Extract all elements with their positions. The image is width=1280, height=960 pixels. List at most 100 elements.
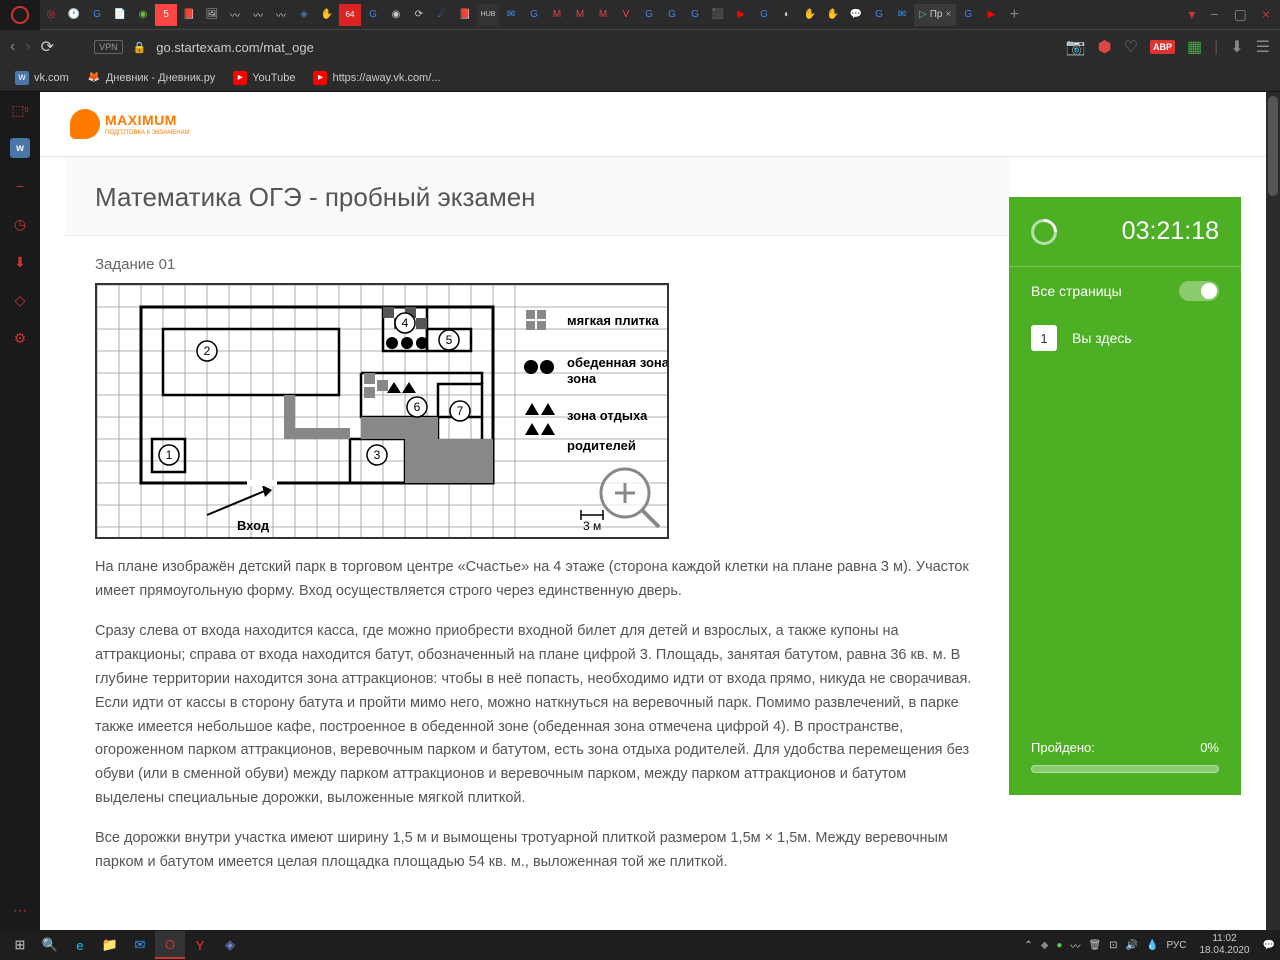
explorer-icon[interactable]: 📁 xyxy=(95,931,125,959)
tab-icon[interactable]: ☄ xyxy=(431,4,453,26)
tab-icon[interactable]: HUB xyxy=(477,4,499,26)
tray-up-icon[interactable]: ⌃ xyxy=(1024,940,1032,951)
bookmarks-bar: wvk.com 🦊Дневник - Дневник.ру ▸YouTube ▸… xyxy=(0,64,1280,92)
tab-icon[interactable]: V xyxy=(615,4,637,26)
tab-icon[interactable]: 64 xyxy=(339,4,361,26)
tab-icon[interactable]: ◉ xyxy=(385,4,407,26)
tab-icon[interactable]: 5 xyxy=(155,4,177,26)
tab-icon[interactable]: ✉ xyxy=(500,4,522,26)
menu-icon[interactable]: ☰ xyxy=(1256,37,1270,57)
heart-icon[interactable]: ♡ xyxy=(1124,37,1138,57)
tab-label: Пр xyxy=(930,9,943,20)
scrollbar[interactable] xyxy=(1266,92,1280,930)
camera-icon[interactable]: 📷 xyxy=(1066,37,1086,57)
download-sidebar-icon[interactable]: ⬇ xyxy=(10,252,30,272)
yandex-icon[interactable]: Y xyxy=(185,931,215,959)
current-page-number[interactable]: 1 xyxy=(1031,325,1057,351)
download-icon[interactable]: ⬇ xyxy=(1230,37,1243,57)
opera-menu[interactable] xyxy=(0,0,40,30)
logo[interactable]: MAXIMUM ПОДГОТОВКА К ЭКЗАМЕНАМ xyxy=(70,109,190,139)
active-tab[interactable]: ▷ Пр × xyxy=(914,4,956,26)
notifications-icon[interactable]: 💬 xyxy=(1263,940,1275,951)
tab-icon[interactable]: ▶ xyxy=(980,4,1002,26)
close-window-icon[interactable]: × xyxy=(1262,6,1270,23)
opera-taskbar-icon[interactable]: O xyxy=(155,931,185,959)
lang-indicator[interactable]: РУС xyxy=(1166,940,1186,951)
cube-icon[interactable]: ◇ xyxy=(10,290,30,310)
pages-toggle[interactable] xyxy=(1179,281,1219,301)
minbar-icon[interactable]: ▾ xyxy=(1188,6,1195,23)
svg-text:6: 6 xyxy=(414,400,421,414)
tab-icon[interactable]: ◎ xyxy=(40,4,62,26)
tab-icon[interactable]: ✉ xyxy=(891,4,913,26)
tab-icon[interactable]: 📕 xyxy=(178,4,200,26)
tab-icon[interactable]: G xyxy=(957,4,979,26)
bookmark-youtube[interactable]: ▸YouTube xyxy=(233,71,295,85)
tab-icon[interactable]: G xyxy=(362,4,384,26)
gear-icon[interactable]: ⚙ xyxy=(10,328,30,348)
floorplan-diagram[interactable]: Вход 3 м мягкая плитка обеденная зона зо… xyxy=(95,283,669,539)
tab-close-icon[interactable]: × xyxy=(945,9,951,20)
tab-icon[interactable]: M xyxy=(546,4,568,26)
maximize-icon[interactable]: ▢ xyxy=(1234,6,1247,23)
tab-icon[interactable]: 🖼 xyxy=(201,4,223,26)
more-icon[interactable]: ⋯ xyxy=(10,900,30,920)
url-text[interactable]: go.startexam.com/mat_oge xyxy=(156,40,1055,55)
tab-icon[interactable]: ⟳ xyxy=(408,4,430,26)
tab-icon[interactable]: G xyxy=(523,4,545,26)
edge-icon[interactable]: e xyxy=(65,931,95,959)
new-tab-button[interactable]: + xyxy=(1003,4,1025,26)
tab-icon[interactable]: ✋ xyxy=(799,4,821,26)
tab-icon[interactable]: ✋ xyxy=(316,4,338,26)
tray-icon[interactable]: 〰 xyxy=(1070,938,1080,953)
tab-icon[interactable]: G xyxy=(638,4,660,26)
tab-icon[interactable]: 💬 xyxy=(845,4,867,26)
tab-icon[interactable]: 📄 xyxy=(109,4,131,26)
tab-icon[interactable]: 〰 xyxy=(270,4,292,26)
tab-icon[interactable]: G xyxy=(868,4,890,26)
tray-icon[interactable]: ● xyxy=(1056,940,1062,951)
tab-icon[interactable]: 🕐 xyxy=(63,4,85,26)
tab-icon[interactable]: ◈ xyxy=(293,4,315,26)
minus-icon[interactable]: − xyxy=(10,176,30,196)
tab-icon[interactable]: M xyxy=(592,4,614,26)
tab-icon[interactable]: G xyxy=(86,4,108,26)
ext-icon[interactable]: ▦ xyxy=(1187,37,1202,57)
minimize-icon[interactable]: − xyxy=(1210,6,1218,23)
search-taskbar-icon[interactable]: 🔍 xyxy=(35,931,65,959)
reload-icon[interactable]: ⟳ xyxy=(41,37,54,57)
mail-icon[interactable]: ✉ xyxy=(125,931,155,959)
twitch-icon[interactable]: ⬚0 xyxy=(10,100,30,120)
tray-volume-icon[interactable]: 🔊 xyxy=(1126,940,1138,951)
tab-icon[interactable]: ◉ xyxy=(132,4,154,26)
tray-icon[interactable]: 💧 xyxy=(1146,940,1158,951)
back-icon[interactable]: ‹ xyxy=(10,38,15,56)
tray-icon[interactable]: 🗑 xyxy=(1088,940,1101,951)
bookmark-away[interactable]: ▸https://away.vk.com/... xyxy=(313,71,440,85)
start-button[interactable]: ⊞ xyxy=(5,931,35,959)
tab-icon[interactable]: 〰 xyxy=(247,4,269,26)
tray-icon[interactable]: ⊡ xyxy=(1109,940,1117,951)
abp-icon[interactable]: ABP xyxy=(1150,40,1175,54)
shield-icon[interactable]: ⬢ xyxy=(1098,37,1112,57)
tab-icon[interactable]: 📕 xyxy=(454,4,476,26)
tab-icon[interactable]: G xyxy=(661,4,683,26)
tab-icon[interactable]: ▶ xyxy=(730,4,752,26)
tray-icon[interactable]: ◆ xyxy=(1041,940,1049,951)
progress-label: Пройдено: xyxy=(1031,740,1095,755)
vk-sidebar-icon[interactable]: w xyxy=(10,138,30,158)
tab-icon[interactable]: ◐ xyxy=(776,4,798,26)
bookmark-dnevnik[interactable]: 🦊Дневник - Дневник.ру xyxy=(87,71,215,85)
tab-icon[interactable]: M xyxy=(569,4,591,26)
tab-icon[interactable]: 〰 xyxy=(224,4,246,26)
vpn-badge[interactable]: VPN xyxy=(94,40,123,54)
tab-icon[interactable]: G xyxy=(753,4,775,26)
discord-icon[interactable]: ◈ xyxy=(215,931,245,959)
clock[interactable]: 11:0218.04.2020 xyxy=(1194,933,1254,957)
tab-icon[interactable]: G xyxy=(684,4,706,26)
tab-icon[interactable]: ⬛ xyxy=(707,4,729,26)
tab-icon[interactable]: ✋ xyxy=(822,4,844,26)
clock-icon[interactable]: ◷ xyxy=(10,214,30,234)
forward-icon[interactable]: › xyxy=(25,38,30,56)
bookmark-vk[interactable]: wvk.com xyxy=(15,71,69,85)
